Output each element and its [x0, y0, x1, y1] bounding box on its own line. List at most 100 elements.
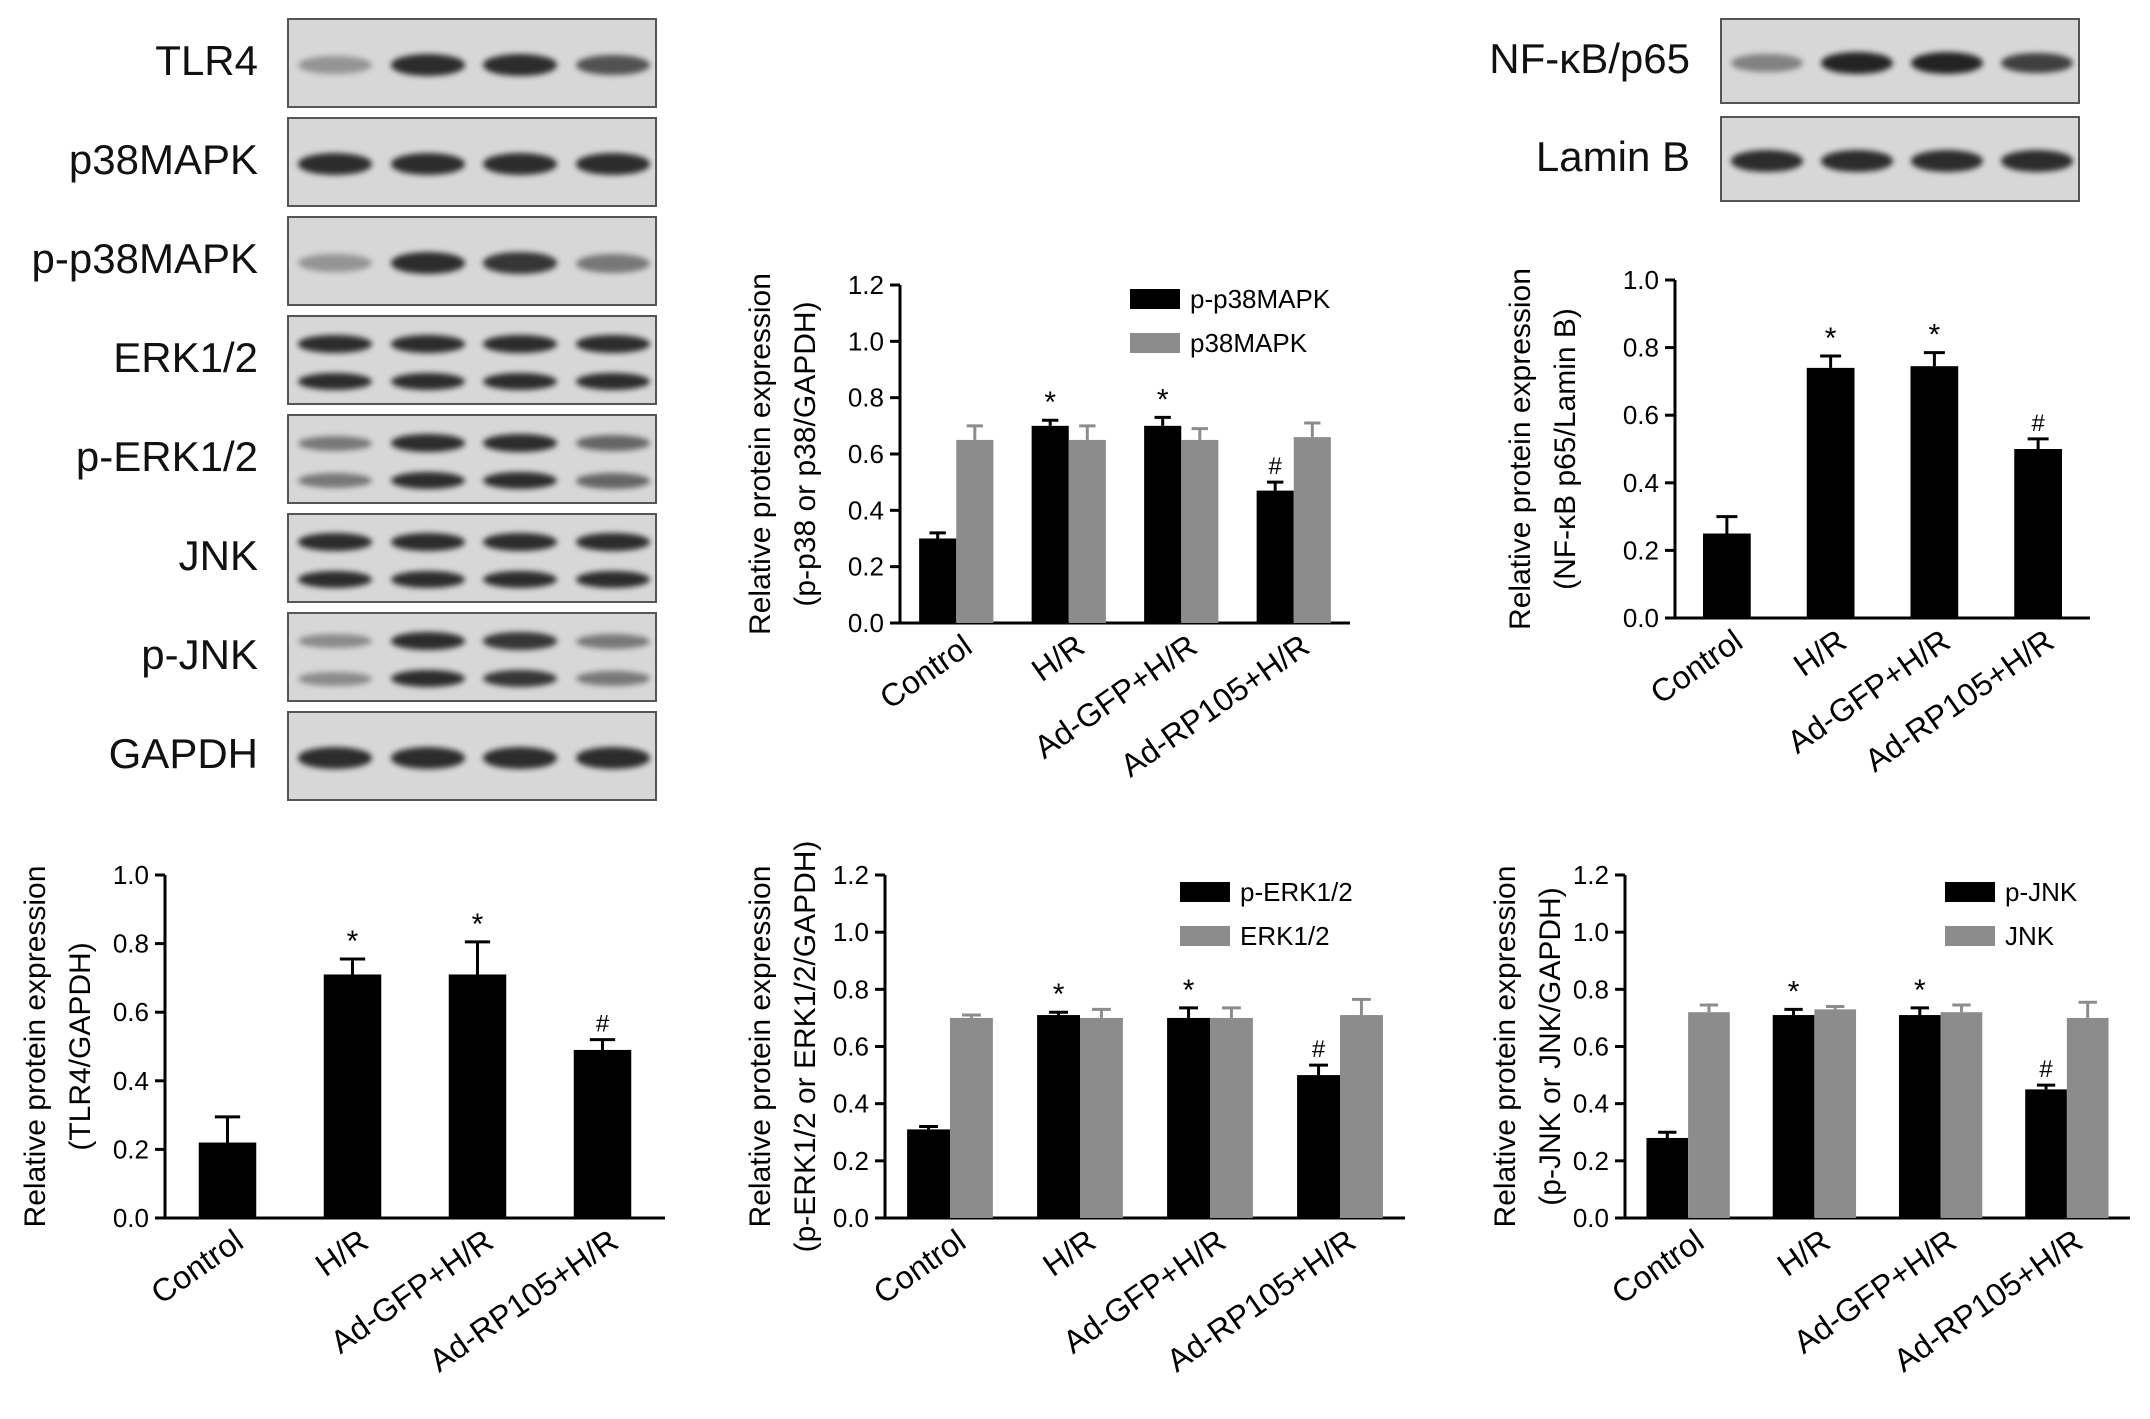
bar: [1806, 367, 1855, 618]
blot-band: [298, 435, 373, 451]
y-tick-label: 0.0: [113, 1203, 149, 1233]
blot-band: [390, 373, 465, 391]
legend-label: p38MAPK: [1190, 328, 1308, 358]
blot-strip: [287, 18, 657, 108]
category-label: Control: [873, 627, 978, 716]
category-label: Control: [867, 1222, 972, 1311]
blot-band: [575, 373, 650, 391]
bar: [323, 974, 382, 1218]
significance-marker: *: [1825, 322, 1837, 355]
y-tick-label: 1.0: [848, 326, 884, 356]
category-label: Control: [1605, 1222, 1710, 1311]
y-axis-label-units: (p-p38 or p38/GAPDH): [789, 301, 822, 606]
y-tick-label: 1.0: [1623, 265, 1659, 295]
blot-band: [298, 671, 373, 686]
blot-band: [483, 571, 558, 589]
blot-band: [483, 54, 558, 76]
bar: [1037, 1015, 1080, 1218]
significance-marker: *: [1053, 978, 1065, 1011]
bar: [1256, 490, 1294, 623]
significance-marker: *: [347, 925, 359, 958]
bar: [1814, 1009, 1857, 1218]
significance-marker: #: [2039, 1056, 2053, 1083]
blot-band: [390, 153, 465, 175]
blot-band: [483, 252, 558, 274]
blot-band: [390, 571, 465, 589]
significance-marker: *: [1914, 974, 1926, 1007]
bar: [1772, 1015, 1815, 1218]
y-tick-label: 0.8: [833, 974, 869, 1004]
blot-label: p-JNK: [141, 631, 258, 678]
bar: [919, 538, 957, 623]
legend-label: JNK: [2005, 921, 2055, 951]
legend-swatch: [1180, 882, 1230, 902]
category-label: Ad-RP105+H/R: [1858, 622, 2060, 779]
blot-band: [483, 373, 558, 391]
blot-strip: [287, 414, 657, 504]
y-tick-label: 1.2: [848, 270, 884, 300]
blot-strip: [287, 117, 657, 207]
category-label: Control: [144, 1222, 249, 1311]
blot-band: [483, 632, 558, 650]
y-tick-label: 0.0: [1623, 603, 1659, 633]
blot-band: [298, 747, 373, 769]
bar: [2025, 1089, 2067, 1218]
y-tick-label: 0.2: [1623, 535, 1659, 565]
blot-band: [390, 632, 465, 650]
y-axis-label: Relative protein expression: [1489, 866, 1522, 1228]
blot-band: [483, 533, 558, 551]
legend-swatch: [1945, 926, 1995, 946]
y-axis-label-units: (NF-κB p65/Lamin B): [1549, 308, 1582, 590]
significance-marker: *: [1044, 386, 1056, 419]
y-tick-label: 1.0: [1573, 917, 1609, 947]
category-label: H/R: [1025, 627, 1091, 688]
y-tick-label: 0.0: [833, 1203, 869, 1233]
chart-nfkb: 0.0 0.2 0.4 0.6 0.8 1.0 Relative protein expre…: [1504, 265, 2090, 779]
blot-label: p-ERK1/2: [75, 433, 258, 480]
blot-band: [390, 670, 465, 688]
bar: [1703, 533, 1751, 618]
blot-band: [1731, 53, 1803, 73]
y-axis-label-units: (p-JNK or JNK/GAPDH): [1534, 887, 1567, 1205]
legend-label: p-ERK1/2: [1240, 877, 1353, 907]
blot-band: [390, 335, 465, 353]
significance-marker: #: [2031, 410, 2045, 437]
chart-erk: 0.0 0.2 0.4 0.6 0.8 1.0 1.2 Relative protein ex…: [744, 841, 1405, 1379]
blot-band: [575, 335, 650, 353]
y-tick-label: 0.6: [1623, 400, 1659, 430]
blot-band: [483, 153, 558, 175]
blot-band: [298, 633, 373, 649]
blot-band: [390, 434, 465, 452]
blot-band: [575, 671, 650, 687]
chart-p38: 0.0 0.2 0.4 0.6 0.8 1.0 1.2 Relative protein ex…: [744, 270, 1350, 784]
blot-label: JNK: [178, 532, 258, 579]
blot-band: [575, 747, 650, 769]
y-tick-label: 1.2: [833, 860, 869, 890]
y-axis-label: Relative protein expression: [1504, 268, 1537, 630]
blot-strip: [287, 216, 657, 306]
blot-band: [390, 252, 465, 274]
legend-swatch: [1130, 333, 1180, 353]
bar: [1167, 1017, 1210, 1218]
blot-band: [575, 153, 650, 175]
significance-marker: *: [472, 908, 484, 941]
blot-band: [575, 633, 650, 649]
bar: [573, 1049, 632, 1218]
blot-label: NF-κB/p65: [1489, 35, 1690, 82]
y-tick-label: 0.8: [1573, 974, 1609, 1004]
bar: [1688, 1012, 1730, 1218]
significance-marker: *: [1183, 974, 1195, 1007]
bar: [198, 1142, 257, 1218]
blot-band: [575, 54, 650, 76]
blot-band: [1911, 52, 1983, 74]
y-tick-label: 0.6: [848, 439, 884, 469]
y-tick-label: 1.0: [833, 917, 869, 947]
blot-label: p38MAPK: [68, 136, 258, 183]
blot-band: [298, 153, 373, 175]
y-axis-label: Relative protein expression: [744, 866, 777, 1228]
y-tick-label: 0.4: [833, 1089, 869, 1119]
legend-label: p-JNK: [2005, 877, 2078, 907]
y-tick-label: 0.4: [1623, 468, 1659, 498]
blot-label: ERK1/2: [113, 334, 258, 381]
y-tick-label: 0.8: [848, 383, 884, 413]
